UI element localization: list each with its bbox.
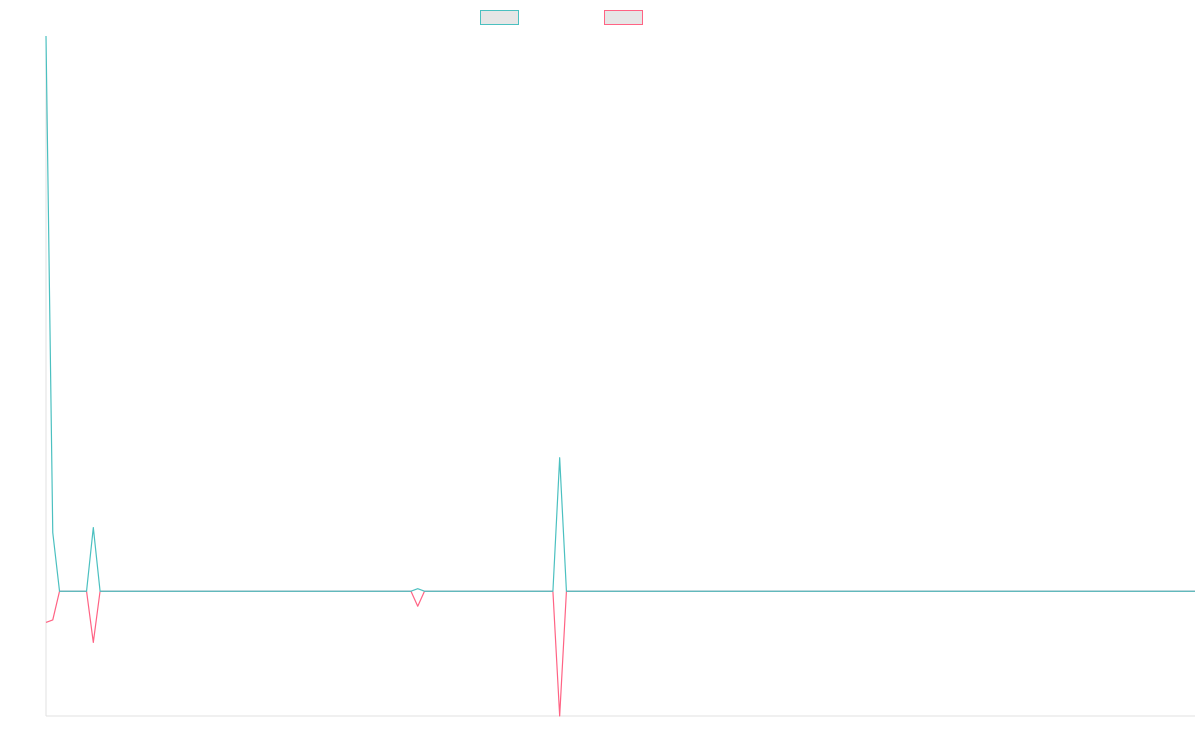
series-line-0: [45, 35, 1195, 592]
legend-item-1[interactable]: [604, 9, 643, 26]
legend: [0, 9, 1200, 27]
legend-item-0[interactable]: [480, 9, 519, 26]
legend-swatch: [604, 10, 643, 25]
legend-swatch: [480, 10, 519, 25]
series-line-1: [45, 590, 1195, 717]
